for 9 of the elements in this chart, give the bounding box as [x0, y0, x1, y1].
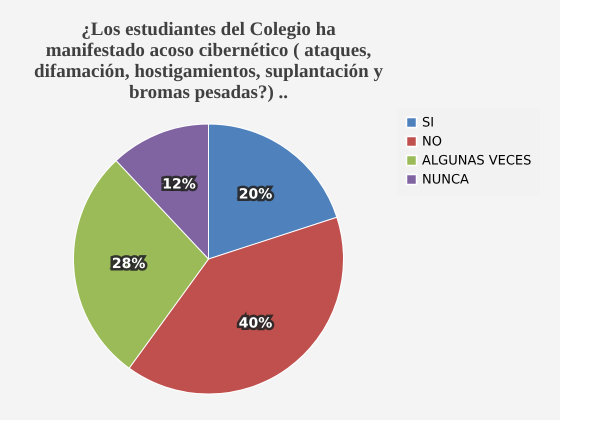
data-label: 12%	[162, 176, 196, 193]
data-label: 20%	[238, 186, 272, 202]
data-label: 40%	[238, 316, 272, 332]
data-label: 28%	[112, 256, 146, 272]
legend-label: ALGUNAS VECES	[422, 154, 532, 168]
legend-label: NO	[422, 134, 442, 150]
legend-label: SI	[422, 116, 434, 130]
chart-title: ¿Los estudiantes del Colegio ha manifestado acoso cibernético ( ataques, difamación, hostigamientos, suplantación y bromas pesadas?) ..	[34, 19, 384, 103]
legend-label: NUNCA	[422, 172, 470, 188]
